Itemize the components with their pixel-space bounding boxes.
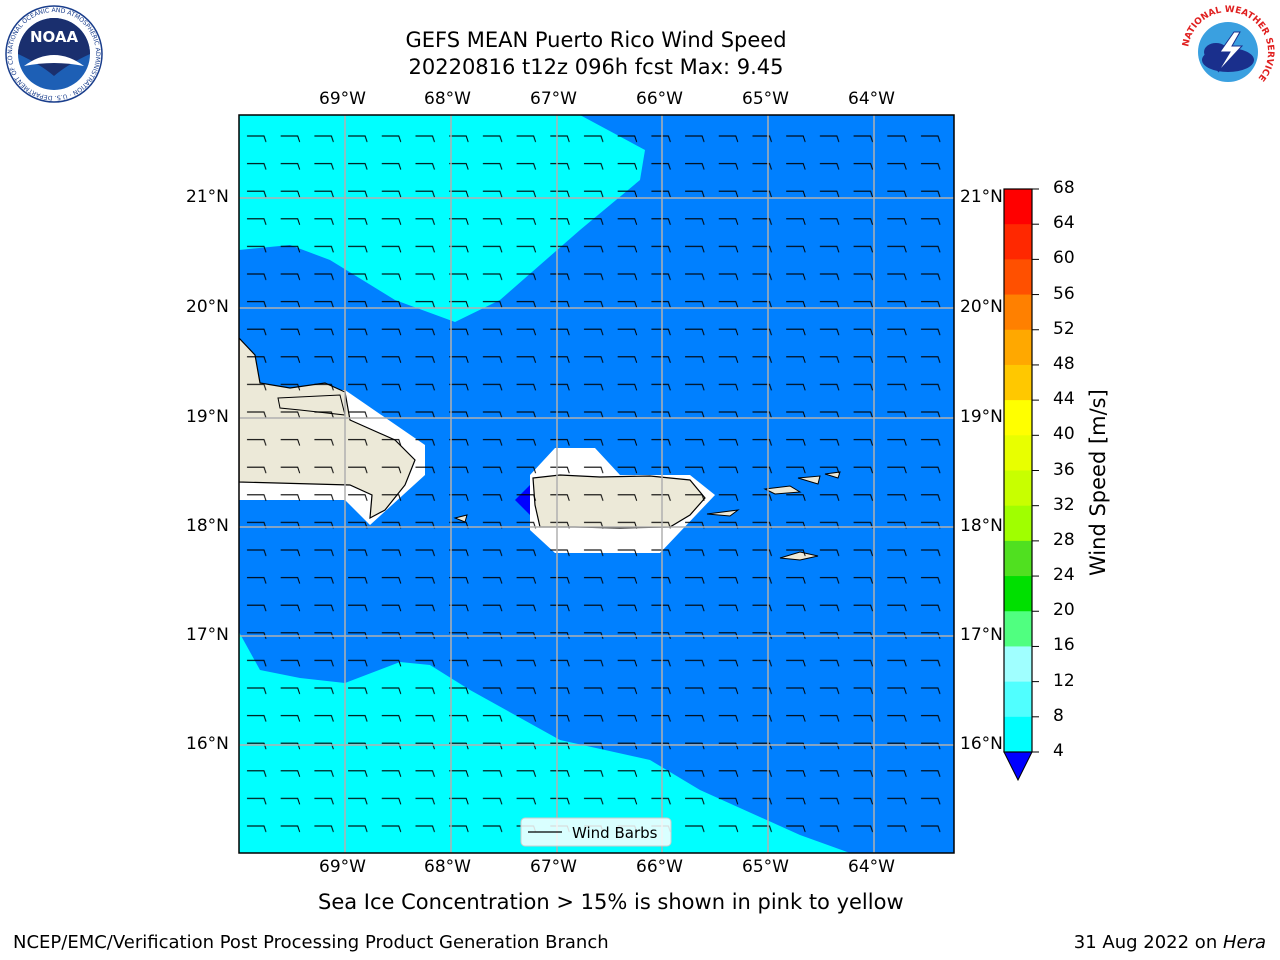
colorbar-tick-label: 52: [1053, 318, 1075, 339]
lon-label-bottom-67w: 67°W: [530, 857, 577, 877]
lat-label-right-18n: 18°N: [960, 516, 1003, 536]
colorbar-swatch: [1004, 611, 1032, 647]
colorbar-swatch: [1004, 400, 1032, 436]
lon-label-top-65w: 65°W: [742, 89, 789, 109]
lat-label-right-17n: 17°N: [960, 625, 1003, 645]
legend-label: Wind Barbs: [572, 824, 658, 842]
map-frame: [238, 114, 955, 854]
wind-barbs: [239, 115, 954, 853]
colorbar-tick-marks: [1032, 188, 1039, 753]
lat-label-right-20n: 20°N: [960, 297, 1003, 317]
colorbar-extend-arrow: [1003, 751, 1033, 782]
colorbar-tick-label: 40: [1053, 424, 1075, 445]
lon-label-bottom-65w: 65°W: [742, 857, 789, 877]
colorbar-swatch: [1004, 364, 1032, 401]
colorbar-swatch: [1004, 224, 1032, 260]
sea-ice-note: Sea Ice Concentration > 15% is shown in …: [318, 890, 904, 914]
lon-label-top-64w: 64°W: [848, 89, 895, 109]
lon-label-bottom-68w: 68°W: [424, 857, 471, 877]
colorbar-swatch: [1004, 259, 1032, 296]
colorbar-swatch: [1004, 505, 1032, 542]
chart-title-line2: 20220816 t12z 096h fcst Max: 9.45: [408, 55, 784, 79]
legend-box: [520, 817, 672, 847]
colorbar-swatch: [1004, 716, 1032, 753]
nws-logo: NATIONAL WEATHER SERVICE: [1180, 4, 1276, 100]
lon-label-bottom-64w: 64°W: [848, 857, 895, 877]
colorbar-tick-label: 4: [1053, 741, 1064, 761]
colorbar-tick-label: 24: [1053, 565, 1075, 586]
colorbar-tick-label: 20: [1053, 600, 1075, 621]
colorbar-tick-label: 8: [1053, 705, 1064, 726]
colorbar-tick-label: 16: [1053, 635, 1075, 656]
lat-label-left-17n: 17°N: [186, 625, 229, 645]
colorbar-label: Wind Speed [m/s]: [1086, 389, 1110, 576]
colorbar-tick-label: 36: [1053, 459, 1075, 480]
colorbar-tick-label: 32: [1053, 494, 1075, 515]
noaa-logo-text: NOAA: [30, 28, 79, 46]
lon-label-top-67w: 67°W: [530, 89, 577, 109]
colorbar-swatch: [1004, 329, 1032, 366]
colorbar-swatch: [1004, 646, 1032, 683]
colorbar: [1003, 188, 1039, 782]
graticule: [239, 115, 954, 853]
lon-label-bottom-69w: 69°W: [319, 857, 366, 877]
chart-title-line1: GEFS MEAN Puerto Rico Wind Speed: [405, 28, 787, 52]
footer-date: 31 Aug 2022 on Hera: [1074, 932, 1266, 953]
lat-label-left-21n: 21°N: [186, 187, 229, 207]
lat-label-right-21n: 21°N: [960, 187, 1003, 207]
lon-label-top-66w: 66°W: [636, 89, 683, 109]
colorbar-swatch: [1004, 540, 1032, 577]
footer-host: Hera: [1222, 932, 1266, 953]
colorbar-tick-label: 28: [1053, 529, 1075, 550]
colorbar-tick-label: 12: [1053, 670, 1075, 691]
lon-label-bottom-66w: 66°W: [636, 857, 683, 877]
lat-label-left-20n: 20°N: [186, 297, 229, 317]
footer-date-text: 31 Aug 2022 on: [1073, 932, 1223, 953]
colorbar-swatch: [1004, 294, 1032, 331]
lat-label-left-19n: 19°N: [186, 407, 229, 427]
footer-branch: NCEP/EMC/Verification Post Processing Pr…: [13, 932, 609, 953]
colorbar-tick-label: 60: [1053, 248, 1075, 269]
lat-label-right-19n: 19°N: [960, 407, 1003, 427]
colorbar-tick-label: 68: [1053, 178, 1075, 198]
lat-label-left-16n: 16°N: [186, 734, 229, 754]
lat-label-right-16n: 16°N: [960, 734, 1003, 754]
noaa-logo: NATIONAL OCEANIC AND ATMOSPHERIC ADMINIS…: [4, 4, 103, 103]
colorbar-swatch: [1004, 576, 1032, 612]
colorbar-swatch: [1004, 681, 1032, 718]
lat-label-left-18n: 18°N: [186, 516, 229, 536]
colorbar-tick-label: 44: [1053, 389, 1075, 410]
lon-label-top-69w: 69°W: [319, 89, 366, 109]
colorbar-swatch: [1004, 189, 1032, 225]
colorbar-tick-label: 48: [1053, 353, 1075, 374]
lon-label-top-68w: 68°W: [424, 89, 471, 109]
colorbar-swatches: [1004, 189, 1032, 753]
colorbar-swatch: [1004, 435, 1032, 471]
colorbar-swatch: [1004, 470, 1032, 507]
colorbar-tick-label: 56: [1053, 283, 1075, 304]
colorbar-tick-label: 64: [1053, 213, 1075, 234]
